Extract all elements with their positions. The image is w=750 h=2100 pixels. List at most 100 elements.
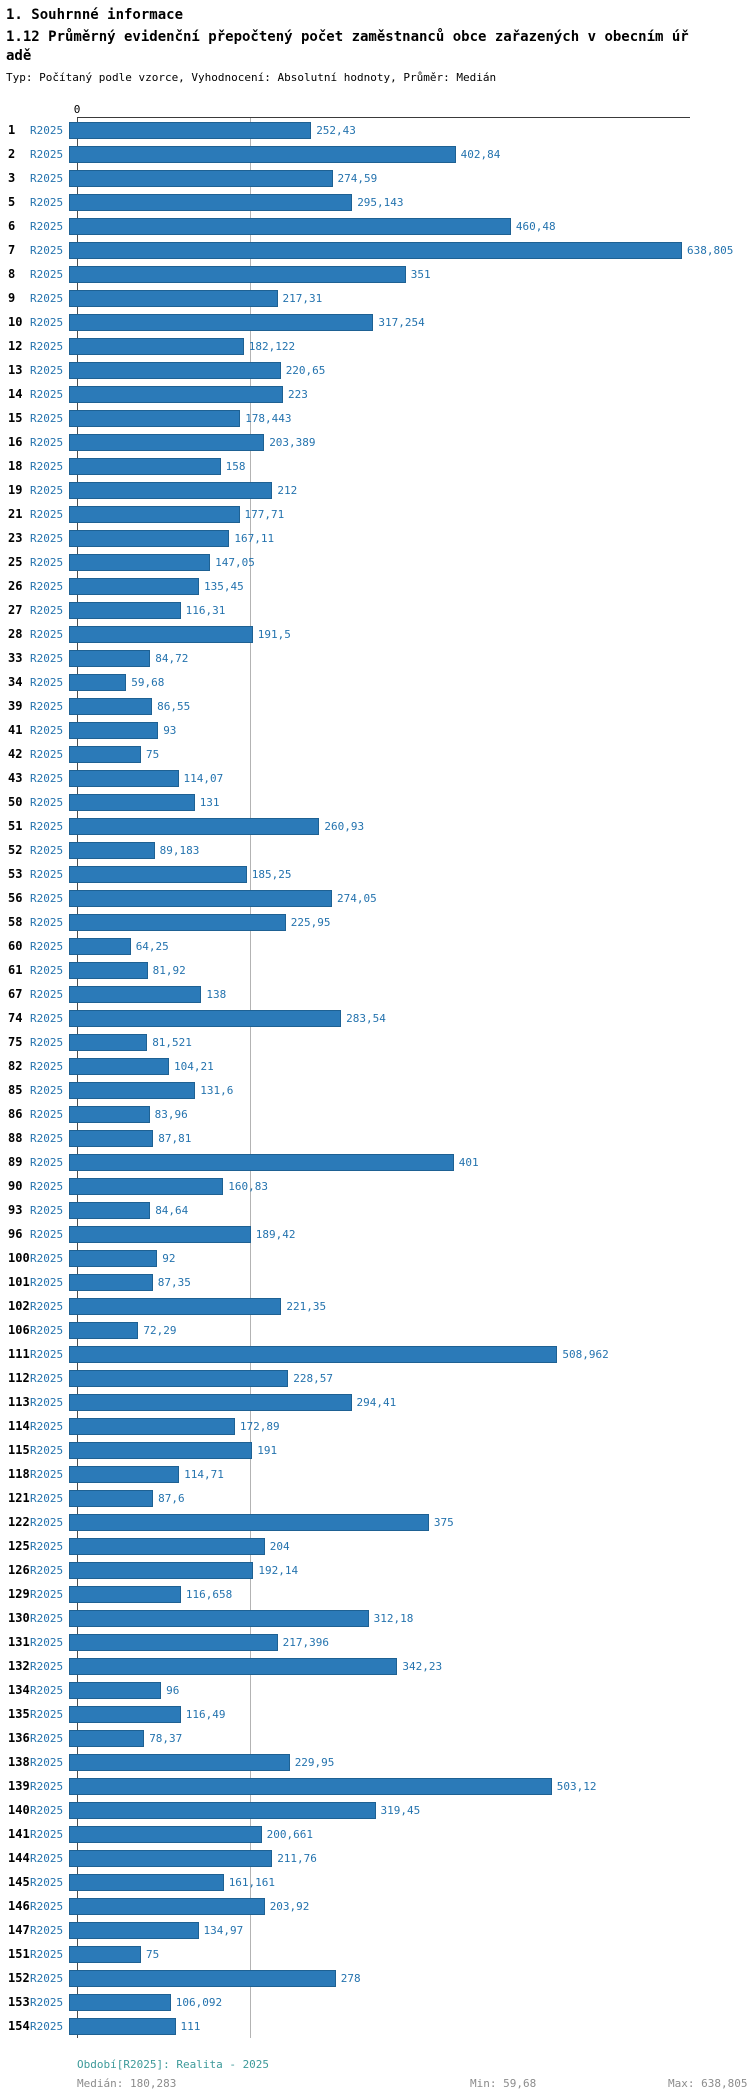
- series-link[interactable]: R2025: [30, 1803, 64, 1817]
- series-link[interactable]: R2025: [30, 987, 64, 1001]
- series-link[interactable]: R2025: [30, 1371, 64, 1385]
- series-link[interactable]: R2025: [30, 411, 64, 425]
- series-link[interactable]: R2025: [30, 315, 64, 329]
- bar[interactable]: [69, 2017, 176, 2035]
- bar[interactable]: [69, 1489, 154, 1507]
- bar[interactable]: [69, 1753, 290, 1771]
- bar[interactable]: [69, 1225, 251, 1243]
- bar[interactable]: [69, 1993, 171, 2011]
- series-link[interactable]: R2025: [30, 1995, 64, 2009]
- bar[interactable]: [69, 1681, 162, 1699]
- bar[interactable]: [69, 337, 244, 355]
- bar[interactable]: [69, 1201, 151, 1219]
- bar[interactable]: [69, 1009, 342, 1027]
- series-link[interactable]: R2025: [30, 1899, 64, 1913]
- series-link[interactable]: R2025: [30, 1515, 64, 1529]
- series-link[interactable]: R2025: [30, 1155, 64, 1169]
- series-link[interactable]: R2025: [30, 1131, 64, 1145]
- series-link[interactable]: R2025: [30, 1827, 64, 1841]
- bar[interactable]: [69, 1465, 180, 1483]
- series-link[interactable]: R2025: [30, 1011, 64, 1025]
- bar[interactable]: [69, 1297, 282, 1315]
- series-link[interactable]: R2025: [30, 1395, 64, 1409]
- bar[interactable]: [69, 1969, 336, 1987]
- bar[interactable]: [69, 1801, 376, 1819]
- series-link[interactable]: R2025: [30, 1923, 64, 1937]
- bar[interactable]: [69, 193, 353, 211]
- bar[interactable]: [69, 1393, 352, 1411]
- series-link[interactable]: R2025: [30, 147, 64, 161]
- bar[interactable]: [69, 817, 320, 835]
- bar[interactable]: [69, 361, 281, 379]
- bar[interactable]: [69, 1033, 148, 1051]
- bar[interactable]: [69, 265, 406, 283]
- bar[interactable]: [69, 1585, 181, 1603]
- series-link[interactable]: R2025: [30, 123, 64, 137]
- bar[interactable]: [69, 1777, 552, 1795]
- series-link[interactable]: R2025: [30, 1563, 64, 1577]
- series-link[interactable]: R2025: [30, 819, 64, 833]
- bar[interactable]: [69, 697, 153, 715]
- series-link[interactable]: R2025: [30, 1083, 64, 1097]
- series-link[interactable]: R2025: [30, 579, 64, 593]
- bar[interactable]: [69, 1729, 145, 1747]
- bar[interactable]: [69, 1849, 273, 1867]
- series-link[interactable]: R2025: [30, 1299, 64, 1313]
- bar[interactable]: [69, 1129, 154, 1147]
- bar[interactable]: [69, 625, 253, 643]
- bar[interactable]: [69, 1537, 265, 1555]
- series-link[interactable]: R2025: [30, 1179, 64, 1193]
- series-link[interactable]: R2025: [30, 1251, 64, 1265]
- series-link[interactable]: R2025: [30, 1611, 64, 1625]
- series-link[interactable]: R2025: [30, 843, 64, 857]
- series-link[interactable]: R2025: [30, 1587, 64, 1601]
- bar[interactable]: [69, 793, 195, 811]
- series-link[interactable]: R2025: [30, 1779, 64, 1793]
- series-link[interactable]: R2025: [30, 1875, 64, 1889]
- bar[interactable]: [69, 1345, 558, 1363]
- series-link[interactable]: R2025: [30, 1851, 64, 1865]
- series-link[interactable]: R2025: [30, 1419, 64, 1433]
- series-link[interactable]: R2025: [30, 339, 64, 353]
- bar[interactable]: [69, 553, 211, 571]
- series-link[interactable]: R2025: [30, 1035, 64, 1049]
- bar[interactable]: [69, 841, 155, 859]
- bar[interactable]: [69, 1105, 150, 1123]
- series-link[interactable]: R2025: [30, 387, 64, 401]
- bar[interactable]: [69, 505, 240, 523]
- series-link[interactable]: R2025: [30, 459, 64, 473]
- bar[interactable]: [69, 1633, 278, 1651]
- series-link[interactable]: R2025: [30, 1971, 64, 1985]
- bar[interactable]: [69, 289, 278, 307]
- series-link[interactable]: R2025: [30, 1107, 64, 1121]
- bar[interactable]: [69, 1873, 224, 1891]
- series-link[interactable]: R2025: [30, 2019, 64, 2033]
- series-link[interactable]: R2025: [30, 651, 64, 665]
- series-link[interactable]: R2025: [30, 267, 64, 281]
- bar[interactable]: [69, 1897, 265, 1915]
- bar[interactable]: [69, 1561, 254, 1579]
- series-link[interactable]: R2025: [30, 483, 64, 497]
- bar[interactable]: [69, 961, 148, 979]
- bar[interactable]: [69, 1657, 398, 1675]
- series-link[interactable]: R2025: [30, 1323, 64, 1337]
- bar[interactable]: [69, 217, 511, 235]
- series-link[interactable]: R2025: [30, 1467, 64, 1481]
- series-link[interactable]: R2025: [30, 1947, 64, 1961]
- bar[interactable]: [69, 1321, 139, 1339]
- bar[interactable]: [69, 769, 179, 787]
- series-link[interactable]: R2025: [30, 1347, 64, 1361]
- bar[interactable]: [69, 433, 265, 451]
- bar[interactable]: [69, 913, 286, 931]
- series-link[interactable]: R2025: [30, 1275, 64, 1289]
- series-link[interactable]: R2025: [30, 1659, 64, 1673]
- bar[interactable]: [69, 481, 273, 499]
- series-link[interactable]: R2025: [30, 555, 64, 569]
- series-link[interactable]: R2025: [30, 915, 64, 929]
- bar[interactable]: [69, 313, 374, 331]
- bar[interactable]: [69, 889, 332, 907]
- series-link[interactable]: R2025: [30, 1683, 64, 1697]
- series-link[interactable]: R2025: [30, 243, 64, 257]
- series-link[interactable]: R2025: [30, 771, 64, 785]
- bar[interactable]: [69, 145, 456, 163]
